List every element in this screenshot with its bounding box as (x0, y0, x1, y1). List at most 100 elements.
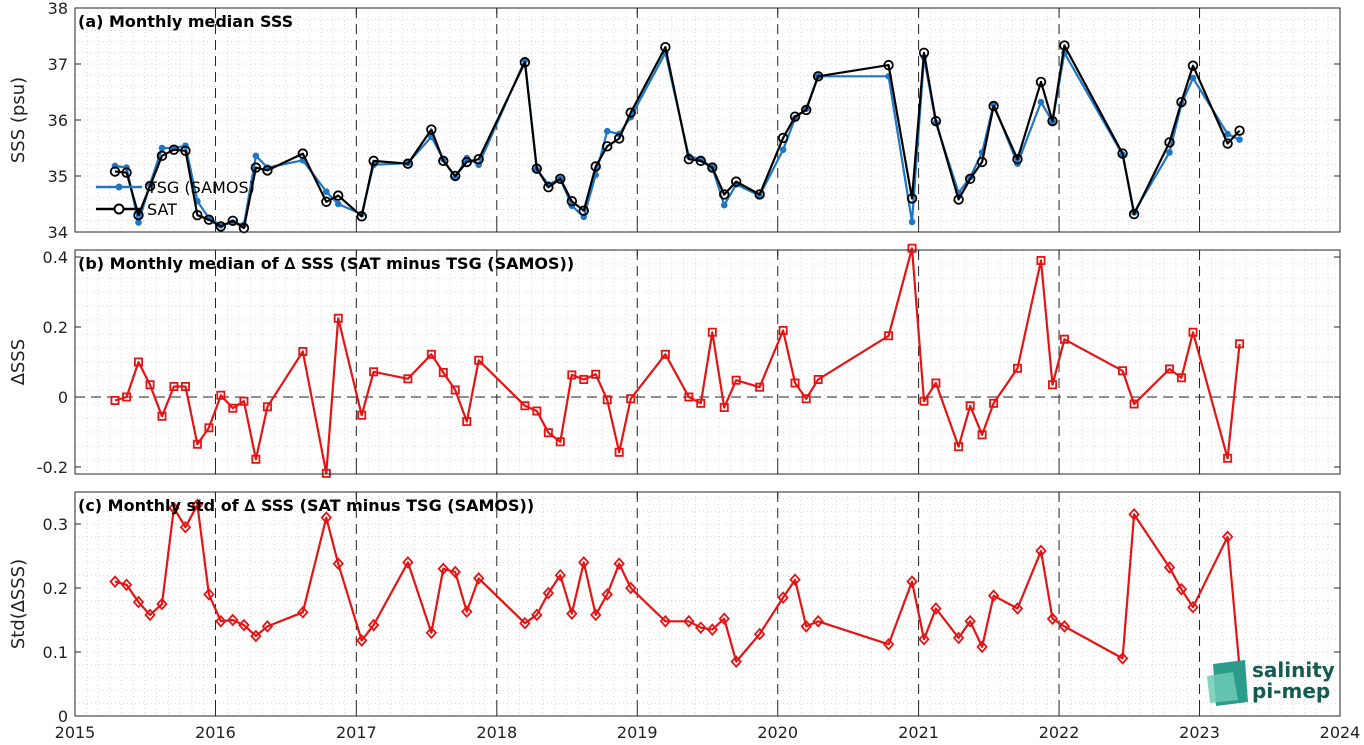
panel-c-std-point (683, 614, 695, 628)
panel-a-tsg-point (1224, 130, 1231, 138)
panel-b-delta-point (239, 396, 249, 406)
panel-a-sat-point (719, 189, 730, 200)
panel-a-sat-point (1176, 96, 1187, 108)
panel-c-std-point (109, 575, 121, 588)
panel-c-std-point (179, 520, 192, 534)
panel-c-std-point (625, 581, 637, 595)
panel-c-std-point (168, 501, 180, 515)
panel-a-sat-point (321, 196, 332, 207)
panel-a-tsg-point (1189, 74, 1197, 82)
panel-b-delta-point (134, 357, 144, 367)
panel-a-sat-point (918, 47, 930, 59)
panel-a-sss: 34 35 36 37 38 SSS (psu) (a) Monthly median SS… (8, 0, 1341, 242)
panel-b-delta-point (1036, 255, 1046, 265)
panel-a-sat-point (133, 209, 144, 221)
panel-a-tsg-point (323, 188, 330, 195)
panel-a-sat-point (168, 144, 180, 155)
legend: TSG (SAMOS) SAT (96, 178, 255, 219)
panel-c-std-point (250, 629, 262, 643)
panel-a-tsg-point (720, 201, 728, 209)
panel-a-sat-point (109, 166, 121, 177)
panel-c-std-point (297, 605, 309, 619)
panel-b-delta-point (567, 370, 577, 380)
panel-c-std-point (753, 627, 766, 641)
panel-b-title: (b) Monthly median of ∆ SSS (SAT minus T… (78, 254, 574, 273)
panel-a-sat-point (730, 176, 742, 187)
panel-c-std-point (356, 634, 368, 647)
panel-c-std-point (1116, 652, 1129, 665)
panel-c-ytick-label: 0 (58, 707, 68, 726)
panel-a-ylabel: SSS (psu) (8, 77, 29, 163)
panel-a-sat-point (519, 57, 531, 68)
panel-a-sat-point (789, 111, 801, 122)
panel-a-sat-point (964, 173, 976, 185)
panel-b-delta-point (216, 390, 226, 400)
panel-c-std-point (1011, 602, 1024, 615)
panel-b-delta-point (801, 394, 811, 404)
panel-b-delta-sss: -0.2 0 0.2 0.4 ∆SSS (b) Monthly median of ∆ S… (8, 243, 1341, 478)
panel-a-sat-point (1222, 138, 1233, 149)
panel-b-delta-point (403, 374, 413, 384)
panel-b-delta-point (180, 381, 190, 391)
panel-a-ytick-label: 35 (48, 167, 68, 186)
panel-a-ytick-label: 34 (48, 223, 68, 242)
panel-a-sat-point (215, 221, 227, 232)
panel-a-tsg-point (158, 144, 166, 152)
panel-c-std-point (882, 637, 895, 651)
panel-c-std-point (1035, 544, 1047, 558)
panel-c-std-point (1046, 612, 1059, 626)
panel-c-ytick-label: 0.2 (43, 579, 68, 598)
panel-a-sat-point (450, 170, 461, 182)
panel-b-delta-point (660, 349, 670, 359)
panel-c-std-point (1058, 620, 1071, 633)
panel-c-std-point (449, 565, 461, 579)
panel-b-delta-point (884, 331, 894, 341)
panel-c-std-point (320, 511, 333, 524)
panel-c-std-point (659, 614, 672, 628)
panel-c-std-point (800, 620, 812, 633)
panel-c-std-delta-sss: 2015 2016 2017 2018 2019 2020 2021 2022 2023 2024… (8, 491, 1361, 742)
panel-b-ylabel: ∆SSS (8, 339, 29, 386)
panel-c-std-point (227, 613, 239, 627)
panel-b-delta-point (204, 423, 214, 433)
panel-b-delta-point (1235, 339, 1245, 349)
panel-b-delta-point (1188, 327, 1198, 337)
salinity-pi-mep-logo: salinity pi-mep (1207, 658, 1335, 706)
panel-a-sat-point (812, 71, 824, 82)
logo-line1: salinity (1252, 658, 1335, 682)
panel-b-delta-point (614, 447, 624, 457)
panel-c-std-point (789, 573, 801, 587)
panel-b-ytick-label: 0 (58, 388, 68, 407)
xtick-label: 2024 (1320, 723, 1361, 742)
panel-a-sat-point (121, 167, 132, 178)
panel-c-std-point (695, 621, 707, 635)
panel-b-delta-point (1012, 363, 1022, 373)
panel-a-sat-point (368, 155, 379, 167)
panel-b-delta-point (192, 439, 202, 449)
panel-b-delta-point (251, 454, 261, 464)
xtick-label: 2020 (757, 723, 798, 742)
panel-b-delta-point (228, 403, 238, 413)
panel-a-sat-point (566, 195, 578, 207)
panel-b-delta-point (369, 367, 379, 377)
panel-a-sat-point (1187, 60, 1199, 71)
panel-b-ytick-label: 0.4 (43, 248, 68, 267)
panel-c-ytick-label: 0.3 (43, 515, 68, 534)
panel-a-sat-point (906, 193, 918, 204)
panel-c-std-point (1221, 530, 1234, 544)
panel-b-delta-point (110, 395, 120, 405)
panel-a-title: (a) Monthly median SSS (78, 12, 293, 31)
legend-tsg-marker (115, 183, 123, 191)
panel-b-delta-point (438, 367, 448, 377)
panel-a-sat-point (1047, 115, 1058, 127)
panel-a-sat-point (555, 173, 566, 185)
legend-tsg-label: TSG (SAMOS) (146, 178, 255, 197)
panel-c-std-point (238, 618, 250, 632)
panel-a-sat-point (543, 181, 554, 193)
panel-a-sat-point (1012, 153, 1023, 165)
panel-a-sat-point (602, 141, 613, 152)
panel-c-std-point (203, 588, 215, 601)
panel-c-std-point (437, 562, 450, 576)
panel-c-std-point (987, 589, 1000, 603)
panel-a-sat-point (1234, 125, 1245, 136)
